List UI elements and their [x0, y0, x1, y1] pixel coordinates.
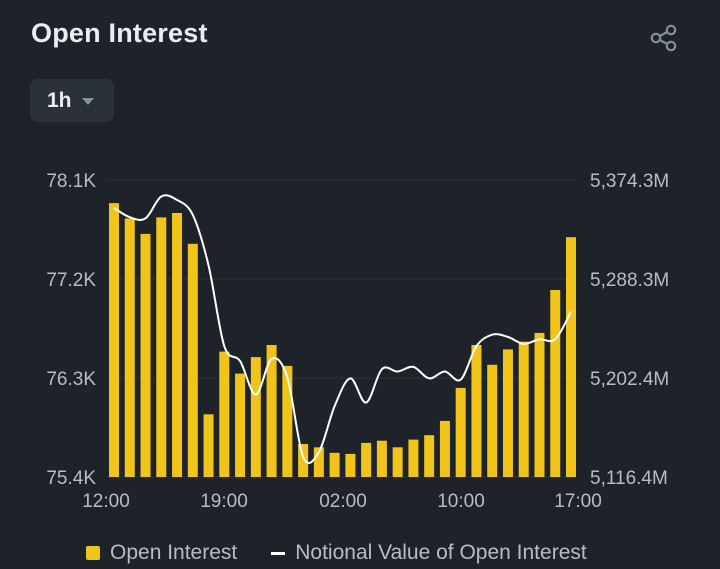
caret-down-icon: [81, 98, 94, 105]
legend-label-notional-value: Notional Value of Open Interest: [295, 541, 587, 564]
oi-bar: [550, 290, 561, 477]
notional-value-line: [113, 194, 572, 464]
oi-bar: [172, 213, 183, 477]
interval-label: 1h: [47, 88, 72, 112]
share-icon[interactable]: [648, 22, 680, 54]
oi-bar: [235, 373, 246, 477]
oi-bar: [502, 349, 513, 477]
oi-bar: [376, 440, 387, 477]
oi-bar: [313, 447, 324, 477]
oi-bar: [518, 341, 529, 477]
y-right-tick-label: 5,374.3M: [590, 171, 669, 192]
y-left-tick-label: 76.3K: [46, 369, 96, 390]
oi-bar: [266, 345, 277, 477]
oi-bar: [534, 332, 545, 477]
legend-item-open-interest[interactable]: Open Interest: [86, 541, 237, 565]
y-left-tick-label: 78.1K: [46, 171, 96, 192]
chart-legend: Open Interest Notional Value of Open Int…: [86, 541, 621, 565]
oi-bar: [439, 420, 450, 477]
oi-bar: [361, 442, 372, 477]
legend-label-open-interest: Open Interest: [110, 541, 238, 564]
y-right-tick-label: 5,288.3M: [590, 270, 669, 291]
y-left-tick-label: 75.4K: [46, 468, 96, 489]
oi-bar: [219, 351, 230, 477]
x-tick-label: 19:00: [200, 491, 248, 512]
x-tick-label: 17:00: [554, 491, 602, 512]
oi-bar: [282, 365, 293, 477]
oi-bar: [203, 414, 214, 477]
oi-bar: [471, 345, 482, 477]
legend-swatch-line: [271, 551, 286, 555]
oi-bar: [345, 453, 356, 477]
oi-bar: [487, 364, 498, 477]
oi-bar: [392, 447, 403, 477]
oi-bar: [250, 357, 261, 477]
y-right-tick-label: 5,202.4M: [590, 369, 669, 390]
oi-bar: [156, 217, 167, 477]
legend-swatch-bar: [86, 546, 100, 560]
y-left-tick-label: 77.2K: [46, 270, 96, 291]
oi-bar: [424, 435, 435, 477]
legend-item-notional-value[interactable]: Notional Value of Open Interest: [271, 541, 587, 565]
oi-bar: [187, 243, 198, 477]
x-tick-label: 10:00: [437, 491, 485, 512]
oi-bar: [298, 444, 309, 477]
x-tick-label: 12:00: [82, 491, 130, 512]
oi-bar: [566, 237, 576, 477]
y-right-tick-label: 5,116.4M: [590, 468, 668, 489]
oi-bar: [455, 387, 466, 477]
page-title: Open Interest: [31, 18, 208, 48]
x-tick-label: 02:00: [319, 491, 367, 512]
interval-selector[interactable]: 1h: [30, 79, 114, 122]
oi-bar: [109, 203, 119, 477]
oi-bar: [124, 218, 135, 477]
oi-bar: [329, 452, 340, 477]
oi-bar: [140, 233, 151, 477]
oi-bar: [408, 439, 419, 477]
